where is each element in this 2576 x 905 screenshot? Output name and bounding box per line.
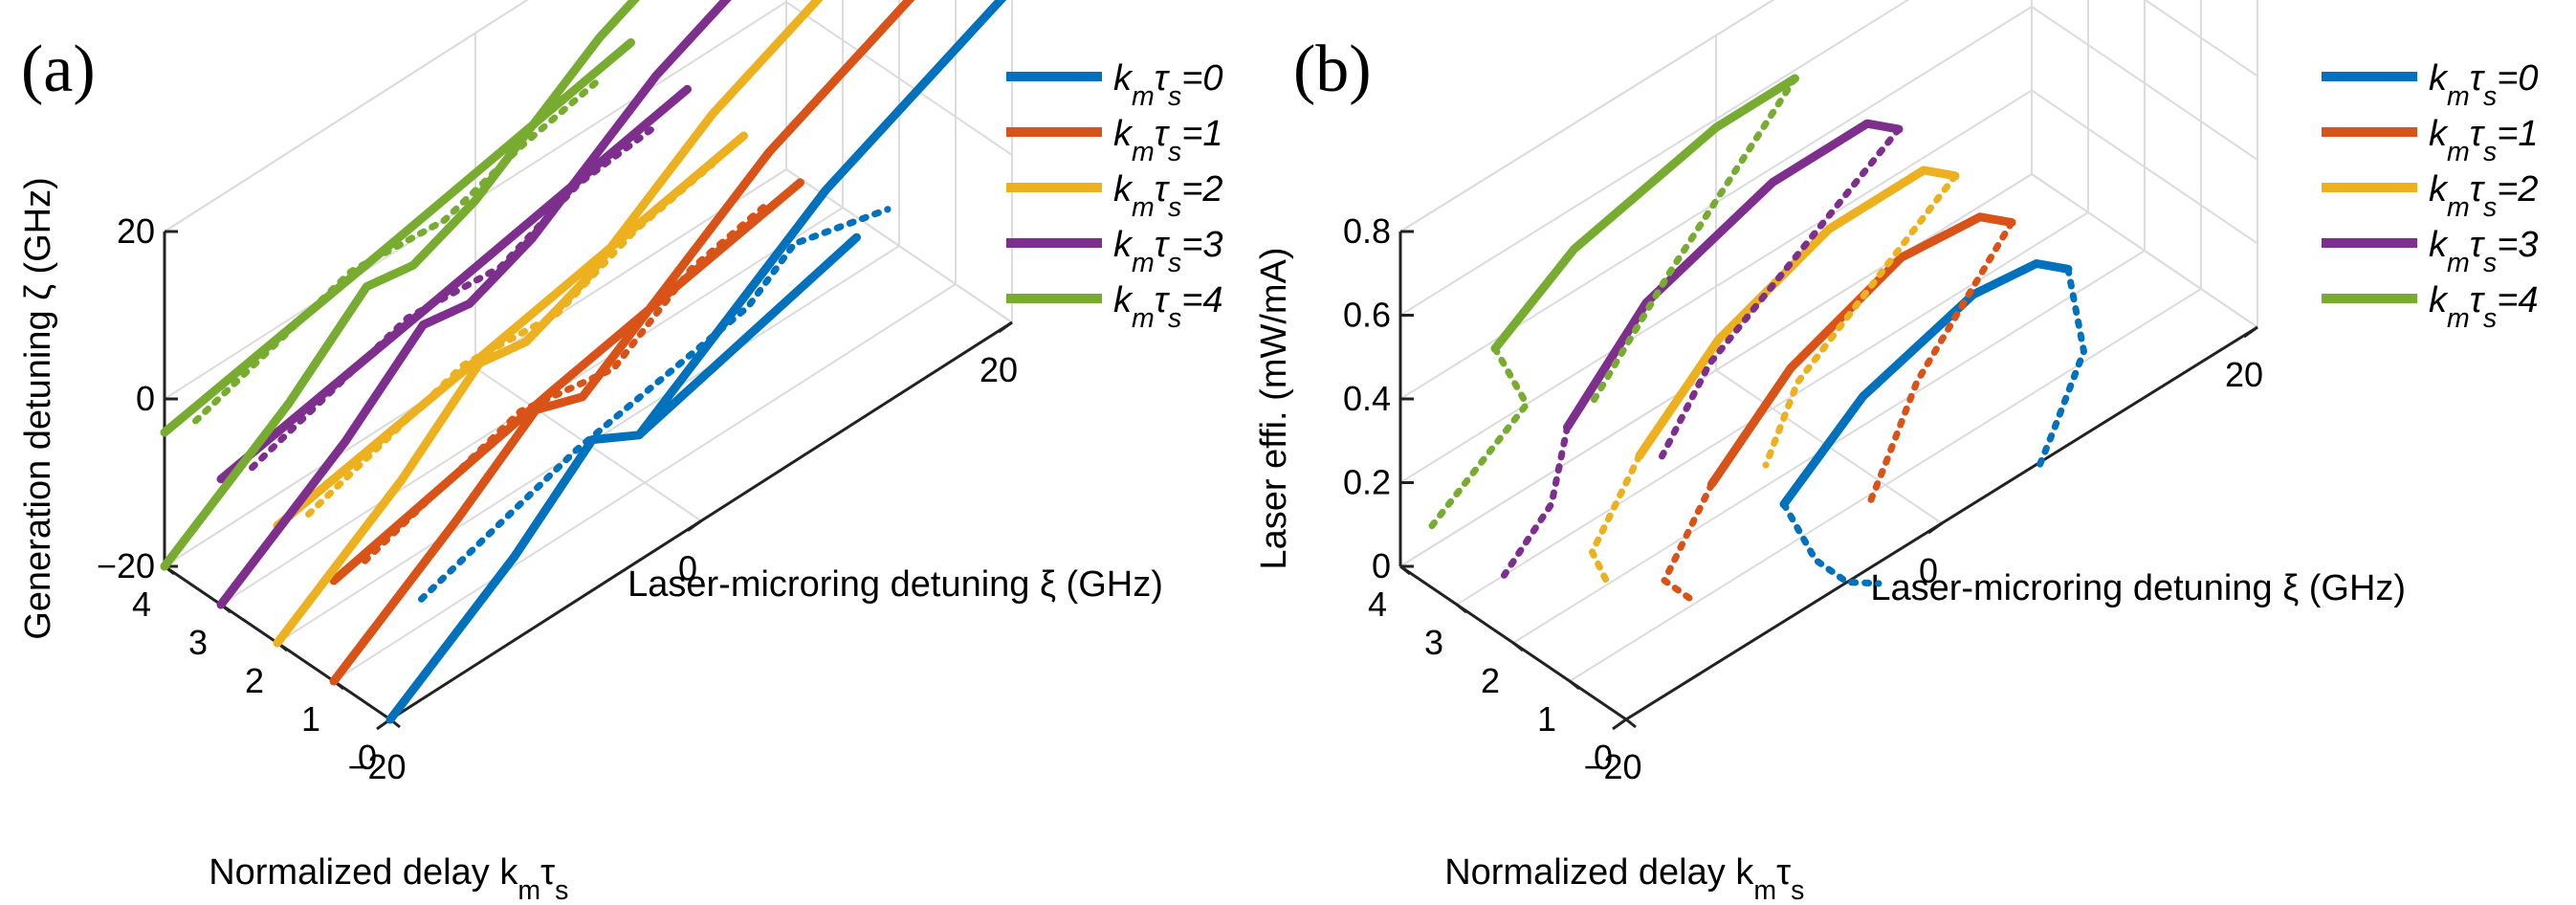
- series-0-dotted-curve: [418, 206, 892, 603]
- y-tick-label: 1: [301, 699, 320, 739]
- series-1-solid-curve: [1707, 212, 2016, 489]
- series-2-solid-curve: [1635, 166, 1960, 460]
- side-wall-gridline-z: [785, 1, 1013, 156]
- legend-label: kmτs=2: [1113, 169, 1223, 223]
- series-3-dotted-a-curve: [1501, 424, 1571, 579]
- x-axis-title: Laser-microring detuning ξ (GHz): [627, 564, 1163, 605]
- series-4-dotted-a-curve: [1428, 344, 1530, 530]
- x-tick: [687, 519, 702, 532]
- legend-label: kmτs=0: [1113, 58, 1223, 112]
- back-wall-gridline-z: [1399, 173, 2033, 567]
- x-tick: [1927, 521, 1943, 535]
- y-axis-title: Normalized delay kmτs: [209, 852, 568, 905]
- y-axis-title: Normalized delay kmτs: [1444, 852, 1804, 905]
- legend-label: kmτs=4: [2429, 280, 2539, 334]
- series-1-dotted-b-curve: [1866, 219, 2015, 507]
- series-1-solid-branch-curve: [329, 178, 804, 585]
- series-0-solid-curve: [1779, 259, 2073, 509]
- z-tick-label: 0.2: [1343, 463, 1391, 502]
- x-tick-label: 0: [1919, 551, 1938, 590]
- z-tick-label: 0.6: [1343, 296, 1391, 335]
- x-tick-label: −20: [347, 747, 406, 786]
- z-tick-label: 0: [1372, 546, 1391, 585]
- series-2-dotted-curve: [305, 161, 716, 518]
- panel-b-chart: −200200123400.20.40.60.8Laser-microring …: [1254, 0, 2539, 905]
- z-tick-label: 0: [136, 379, 155, 418]
- floor-gridline-y: [1569, 288, 2202, 682]
- series-0-dotted-b-curve: [2033, 265, 2087, 476]
- z-axis-title: Generation detuning ζ (GHz): [18, 177, 58, 640]
- series-3-solid-curve: [1563, 119, 1904, 431]
- back-wall-gridline-z: [1399, 89, 2033, 484]
- legend-label: kmτs=3: [1113, 225, 1223, 278]
- top-back-edge: [1399, 0, 1775, 232]
- series-1-solid-curve: [329, 0, 915, 686]
- series-4-dotted-curve: [192, 76, 604, 425]
- legend-label: kmτs=2: [2429, 169, 2539, 223]
- y-tick-label: 4: [1368, 585, 1387, 624]
- legend-label: kmτs=4: [1113, 280, 1223, 334]
- side-wall-gridline-z: [2031, 6, 2258, 161]
- z-axis-title: Laser effi. (mW/mA): [1254, 247, 1294, 569]
- floor-gridline-y: [333, 283, 957, 682]
- series-2-dotted-b-curve: [1762, 172, 1959, 469]
- legend-label: kmτs=0: [2429, 58, 2539, 112]
- series-3-dotted-curve: [249, 122, 660, 472]
- y-tick-label: 0: [1594, 738, 1613, 777]
- series-0-dotted-a-curve: [1780, 500, 1882, 587]
- z-tick-label: 20: [117, 211, 155, 251]
- legend-label: kmτs=1: [2429, 114, 2539, 167]
- x-tick: [2243, 325, 2258, 339]
- y-tick-label: 4: [132, 585, 151, 624]
- side-wall-gridline-z: [2031, 89, 2258, 245]
- series-3-solid-curve: [216, 0, 732, 609]
- series-3-dotted-b-curve: [1659, 125, 1903, 460]
- series-2-dotted-a-curve: [1589, 452, 1643, 587]
- y-tick: [1625, 717, 1637, 729]
- x-axis-title: Laser-microring detuning ξ (GHz): [1870, 568, 2406, 608]
- series-4-solid-curve: [1490, 74, 1799, 353]
- y-tick-label: 0: [358, 738, 377, 777]
- z-tick-label: 0.4: [1343, 379, 1391, 418]
- top-back-edge: [164, 0, 529, 232]
- y-tick-label: 2: [245, 661, 264, 700]
- z-tick-label: −20: [97, 546, 155, 585]
- y-tick: [1569, 679, 1580, 691]
- y-tick: [1456, 603, 1467, 614]
- x-tick: [1612, 717, 1627, 731]
- series-0-solid-branch-curve: [634, 232, 861, 440]
- series-4-dotted-b-curve: [1586, 75, 1798, 410]
- floor-gridline-y: [1456, 211, 2089, 606]
- back-wall-gridline-z: [1399, 0, 1910, 317]
- y-tick-label: 3: [1424, 623, 1443, 662]
- x-tick: [998, 320, 1013, 334]
- y-tick-label: 1: [1537, 699, 1556, 739]
- y-tick-label: 3: [188, 623, 208, 662]
- series-1-dotted-a-curve: [1661, 480, 1715, 607]
- x-tick-label: 20: [2225, 355, 2263, 394]
- series-4-solid-curve: [160, 0, 640, 571]
- x-tick-label: −20: [1583, 747, 1641, 786]
- series-3-solid-branch-curve: [216, 84, 692, 484]
- series-2-solid-curve: [273, 0, 824, 648]
- series-1-dotted-curve: [362, 199, 773, 564]
- panel-a-label: (a): [21, 33, 96, 106]
- z-tick-label: 0.8: [1343, 211, 1391, 251]
- y-tick-label: 2: [1481, 661, 1500, 700]
- panel-b-label: (b): [1293, 33, 1372, 106]
- legend-label: kmτs=1: [1113, 114, 1223, 167]
- y-tick: [1512, 641, 1524, 652]
- series-4-solid-branch-curve: [160, 38, 635, 437]
- x-tick-label: 0: [678, 549, 697, 588]
- x-tick-label: 20: [980, 350, 1018, 389]
- side-wall-gridline-z: [2031, 173, 2258, 328]
- legend-label: kmτs=3: [2429, 225, 2539, 278]
- side-wall-gridline-z: [2143, 0, 2258, 77]
- series-2-solid-branch-curve: [273, 131, 748, 530]
